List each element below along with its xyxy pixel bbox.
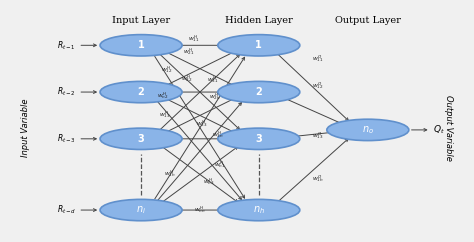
Text: $n_o$: $n_o$ [362,124,374,136]
Text: $n_i$: $n_i$ [136,204,146,216]
Text: $R_{t-2}$: $R_{t-2}$ [57,86,76,98]
Text: $w^H_{1h}$: $w^H_{1h}$ [164,168,175,179]
Text: 1: 1 [137,40,145,50]
Text: $w^O_{11}$: $w^O_{11}$ [312,53,323,64]
Ellipse shape [100,35,182,56]
Ellipse shape [100,128,182,150]
Ellipse shape [327,119,409,141]
Text: $w^H_{13}$: $w^H_{13}$ [159,109,171,120]
Text: Input Layer: Input Layer [112,16,170,25]
Text: $w^H_{12}$: $w^H_{12}$ [162,64,173,75]
Ellipse shape [218,128,300,150]
Text: $w^O_{13}$: $w^O_{13}$ [312,130,324,141]
Text: $w^H_{h1}$: $w^H_{h1}$ [214,159,225,170]
Text: $w^H_{n2}$: $w^H_{n2}$ [157,90,169,101]
Text: $w^H_{11}$: $w^H_{11}$ [188,33,199,44]
Text: $w^H_{33}$: $w^H_{33}$ [196,118,208,129]
Text: $w^H_{21}$: $w^H_{21}$ [183,46,195,57]
Ellipse shape [218,35,300,56]
Text: 3: 3 [137,134,145,144]
Text: $R_{t-1}$: $R_{t-1}$ [57,39,76,52]
Text: $R_{t-3}$: $R_{t-3}$ [57,133,76,145]
Text: 1: 1 [255,40,262,50]
Text: Input Variable: Input Variable [21,98,30,157]
Text: $w^H_{h3}$: $w^H_{h3}$ [203,176,215,187]
Text: $w^H_{3n}$: $w^H_{3n}$ [211,129,223,140]
Ellipse shape [218,81,300,103]
Text: Output Variable: Output Variable [444,95,453,161]
Text: Hidden Layer: Hidden Layer [225,16,292,25]
Text: $w^O_{12}$: $w^O_{12}$ [312,80,323,91]
Text: $w^H_{nn}$: $w^H_{nn}$ [194,205,206,215]
Text: $w^H_{2h}$: $w^H_{2h}$ [210,91,221,102]
Text: $w^H_{31}$: $w^H_{31}$ [207,74,219,85]
Text: $w^H_{22}$: $w^H_{22}$ [181,73,192,84]
Text: 2: 2 [137,87,145,97]
Text: Output Layer: Output Layer [335,16,401,25]
Ellipse shape [218,199,300,221]
Ellipse shape [100,199,182,221]
Text: $n_h$: $n_h$ [253,204,265,216]
Text: $w^O_{1h}$: $w^O_{1h}$ [312,174,324,184]
Text: 2: 2 [255,87,262,97]
Text: 3: 3 [255,134,262,144]
Ellipse shape [100,81,182,103]
Text: $R_{t-d}$: $R_{t-d}$ [57,204,76,216]
Text: $Q_t$: $Q_t$ [433,124,445,136]
